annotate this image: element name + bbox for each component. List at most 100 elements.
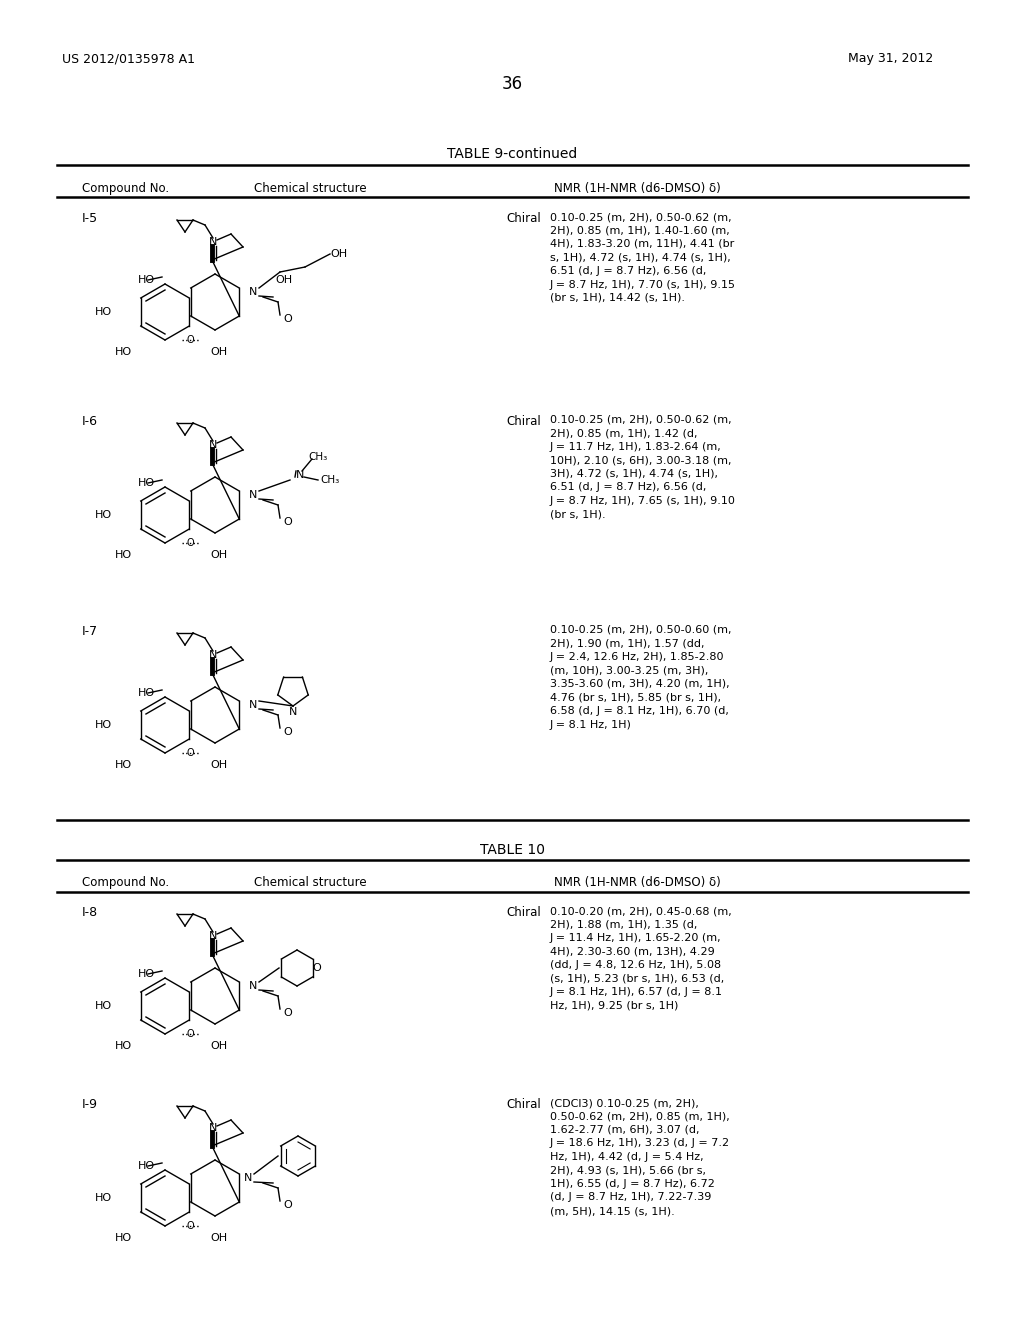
Text: 3H), 4.72 (s, 1H), 4.74 (s, 1H),: 3H), 4.72 (s, 1H), 4.74 (s, 1H),	[550, 469, 718, 479]
Text: OH: OH	[330, 249, 347, 259]
Text: O: O	[186, 539, 194, 548]
Text: O: O	[284, 314, 293, 323]
Text: HO: HO	[138, 1162, 155, 1171]
Text: (m, 10H), 3.00-3.25 (m, 3H),: (m, 10H), 3.00-3.25 (m, 3H),	[550, 665, 709, 676]
Text: I-7: I-7	[82, 624, 98, 638]
Text: J = 8.1 Hz, 1H), 6.57 (d, J = 8.1: J = 8.1 Hz, 1H), 6.57 (d, J = 8.1	[550, 987, 723, 997]
Text: CH₃: CH₃	[308, 451, 328, 462]
Text: 0.50-0.62 (m, 2H), 0.85 (m, 1H),: 0.50-0.62 (m, 2H), 0.85 (m, 1H),	[550, 1111, 730, 1122]
Text: Compound No.: Compound No.	[82, 182, 169, 195]
Text: Hz, 1H), 4.42 (d, J = 5.4 Hz,: Hz, 1H), 4.42 (d, J = 5.4 Hz,	[550, 1152, 703, 1162]
Text: Chiral: Chiral	[506, 213, 541, 224]
Text: NMR (1H-NMR (d6-DMSO) δ): NMR (1H-NMR (d6-DMSO) δ)	[554, 182, 721, 195]
Text: OH: OH	[210, 1041, 227, 1051]
Text: 36: 36	[502, 75, 522, 92]
Text: Chemical structure: Chemical structure	[254, 876, 367, 888]
Text: N: N	[209, 238, 217, 247]
Text: OH: OH	[210, 1233, 227, 1243]
Text: Compound No.: Compound No.	[82, 876, 169, 888]
Text: J = 11.7 Hz, 1H), 1.83-2.64 (m,: J = 11.7 Hz, 1H), 1.83-2.64 (m,	[550, 442, 722, 451]
Text: O: O	[312, 964, 322, 973]
Text: HO: HO	[138, 969, 155, 979]
Text: Chemical structure: Chemical structure	[254, 182, 367, 195]
Text: N: N	[209, 1123, 217, 1133]
Text: TABLE 10: TABLE 10	[479, 843, 545, 857]
Text: 0.10-0.25 (m, 2H), 0.50-0.62 (m,: 0.10-0.25 (m, 2H), 0.50-0.62 (m,	[550, 213, 731, 222]
Text: HO: HO	[95, 308, 112, 317]
Text: Chiral: Chiral	[506, 906, 541, 919]
Text: N: N	[249, 286, 257, 297]
Text: O: O	[284, 517, 293, 527]
Text: O: O	[186, 1221, 194, 1232]
Text: (s, 1H), 5.23 (br s, 1H), 6.53 (d,: (s, 1H), 5.23 (br s, 1H), 6.53 (d,	[550, 974, 724, 983]
Text: O: O	[186, 748, 194, 758]
Text: J = 18.6 Hz, 1H), 3.23 (d, J = 7.2: J = 18.6 Hz, 1H), 3.23 (d, J = 7.2	[550, 1138, 730, 1148]
Text: O: O	[284, 1008, 293, 1018]
Text: N: N	[289, 708, 297, 717]
Text: Hz, 1H), 9.25 (br s, 1H): Hz, 1H), 9.25 (br s, 1H)	[550, 1001, 678, 1011]
Text: 0.10-0.25 (m, 2H), 0.50-0.62 (m,: 0.10-0.25 (m, 2H), 0.50-0.62 (m,	[550, 414, 731, 425]
Text: HO: HO	[138, 478, 155, 488]
Text: N: N	[244, 1173, 252, 1183]
Text: (m, 5H), 14.15 (s, 1H).: (m, 5H), 14.15 (s, 1H).	[550, 1206, 675, 1216]
Text: (br s, 1H), 14.42 (s, 1H).: (br s, 1H), 14.42 (s, 1H).	[550, 293, 685, 304]
Text: N: N	[296, 470, 304, 480]
Text: 10H), 2.10 (s, 6H), 3.00-3.18 (m,: 10H), 2.10 (s, 6H), 3.00-3.18 (m,	[550, 455, 731, 466]
Text: J = 11.4 Hz, 1H), 1.65-2.20 (m,: J = 11.4 Hz, 1H), 1.65-2.20 (m,	[550, 933, 722, 942]
Text: O: O	[284, 727, 293, 737]
Text: HO: HO	[115, 550, 132, 560]
Text: N: N	[249, 700, 257, 710]
Text: J = 2.4, 12.6 Hz, 2H), 1.85-2.80: J = 2.4, 12.6 Hz, 2H), 1.85-2.80	[550, 652, 725, 663]
Text: CH₃: CH₃	[319, 475, 339, 484]
Text: OH: OH	[210, 760, 227, 770]
Text: OH: OH	[275, 275, 292, 285]
Text: OH: OH	[210, 550, 227, 560]
Text: I-5: I-5	[82, 213, 98, 224]
Text: HO: HO	[95, 1193, 112, 1203]
Text: I-8: I-8	[82, 906, 98, 919]
Text: (dd, J = 4.8, 12.6 Hz, 1H), 5.08: (dd, J = 4.8, 12.6 Hz, 1H), 5.08	[550, 960, 721, 970]
Text: HO: HO	[95, 719, 112, 730]
Text: HO: HO	[95, 510, 112, 520]
Text: 0.10-0.20 (m, 2H), 0.45-0.68 (m,: 0.10-0.20 (m, 2H), 0.45-0.68 (m,	[550, 906, 732, 916]
Text: 2H), 0.85 (m, 1H), 1.40-1.60 (m,: 2H), 0.85 (m, 1H), 1.40-1.60 (m,	[550, 226, 730, 235]
Text: (d, J = 8.7 Hz, 1H), 7.22-7.39: (d, J = 8.7 Hz, 1H), 7.22-7.39	[550, 1192, 712, 1203]
Text: O: O	[186, 335, 194, 345]
Text: 6.58 (d, J = 8.1 Hz, 1H), 6.70 (d,: 6.58 (d, J = 8.1 Hz, 1H), 6.70 (d,	[550, 706, 729, 715]
Text: N: N	[249, 981, 257, 991]
Text: (CDCl3) 0.10-0.25 (m, 2H),: (CDCl3) 0.10-0.25 (m, 2H),	[550, 1098, 698, 1107]
Text: NMR (1H-NMR (d6-DMSO) δ): NMR (1H-NMR (d6-DMSO) δ)	[554, 876, 721, 888]
Text: J = 8.7 Hz, 1H), 7.70 (s, 1H), 9.15: J = 8.7 Hz, 1H), 7.70 (s, 1H), 9.15	[550, 280, 736, 289]
Text: N: N	[209, 931, 217, 941]
Text: N: N	[209, 649, 217, 660]
Text: 2H), 1.88 (m, 1H), 1.35 (d,: 2H), 1.88 (m, 1H), 1.35 (d,	[550, 920, 697, 929]
Text: 4H), 2.30-3.60 (m, 13H), 4.29: 4H), 2.30-3.60 (m, 13H), 4.29	[550, 946, 715, 957]
Text: 3.35-3.60 (m, 3H), 4.20 (m, 1H),: 3.35-3.60 (m, 3H), 4.20 (m, 1H),	[550, 678, 730, 689]
Text: HO: HO	[115, 1041, 132, 1051]
Text: US 2012/0135978 A1: US 2012/0135978 A1	[62, 51, 195, 65]
Text: O: O	[284, 1200, 293, 1210]
Text: Chiral: Chiral	[506, 414, 541, 428]
Text: HO: HO	[115, 1233, 132, 1243]
Text: 1H), 6.55 (d, J = 8.7 Hz), 6.72: 1H), 6.55 (d, J = 8.7 Hz), 6.72	[550, 1179, 715, 1189]
Text: TABLE 9-continued: TABLE 9-continued	[446, 147, 578, 161]
Text: Chiral: Chiral	[506, 1098, 541, 1111]
Text: HO: HO	[138, 275, 155, 285]
Text: HO: HO	[138, 688, 155, 698]
Text: HO: HO	[95, 1001, 112, 1011]
Text: 2H), 0.85 (m, 1H), 1.42 (d,: 2H), 0.85 (m, 1H), 1.42 (d,	[550, 429, 697, 438]
Text: I-6: I-6	[82, 414, 98, 428]
Text: N: N	[209, 440, 217, 450]
Text: 0.10-0.25 (m, 2H), 0.50-0.60 (m,: 0.10-0.25 (m, 2H), 0.50-0.60 (m,	[550, 624, 731, 635]
Text: HO: HO	[115, 347, 132, 356]
Text: 1.62-2.77 (m, 6H), 3.07 (d,: 1.62-2.77 (m, 6H), 3.07 (d,	[550, 1125, 699, 1135]
Text: OH: OH	[210, 347, 227, 356]
Text: J = 8.1 Hz, 1H): J = 8.1 Hz, 1H)	[550, 719, 632, 730]
Text: s, 1H), 4.72 (s, 1H), 4.74 (s, 1H),: s, 1H), 4.72 (s, 1H), 4.74 (s, 1H),	[550, 252, 731, 263]
Text: HO: HO	[115, 760, 132, 770]
Text: May 31, 2012: May 31, 2012	[848, 51, 933, 65]
Text: I-9: I-9	[82, 1098, 98, 1111]
Text: 4H), 1.83-3.20 (m, 11H), 4.41 (br: 4H), 1.83-3.20 (m, 11H), 4.41 (br	[550, 239, 734, 249]
Text: J = 8.7 Hz, 1H), 7.65 (s, 1H), 9.10: J = 8.7 Hz, 1H), 7.65 (s, 1H), 9.10	[550, 496, 736, 506]
Text: (br s, 1H).: (br s, 1H).	[550, 510, 605, 520]
